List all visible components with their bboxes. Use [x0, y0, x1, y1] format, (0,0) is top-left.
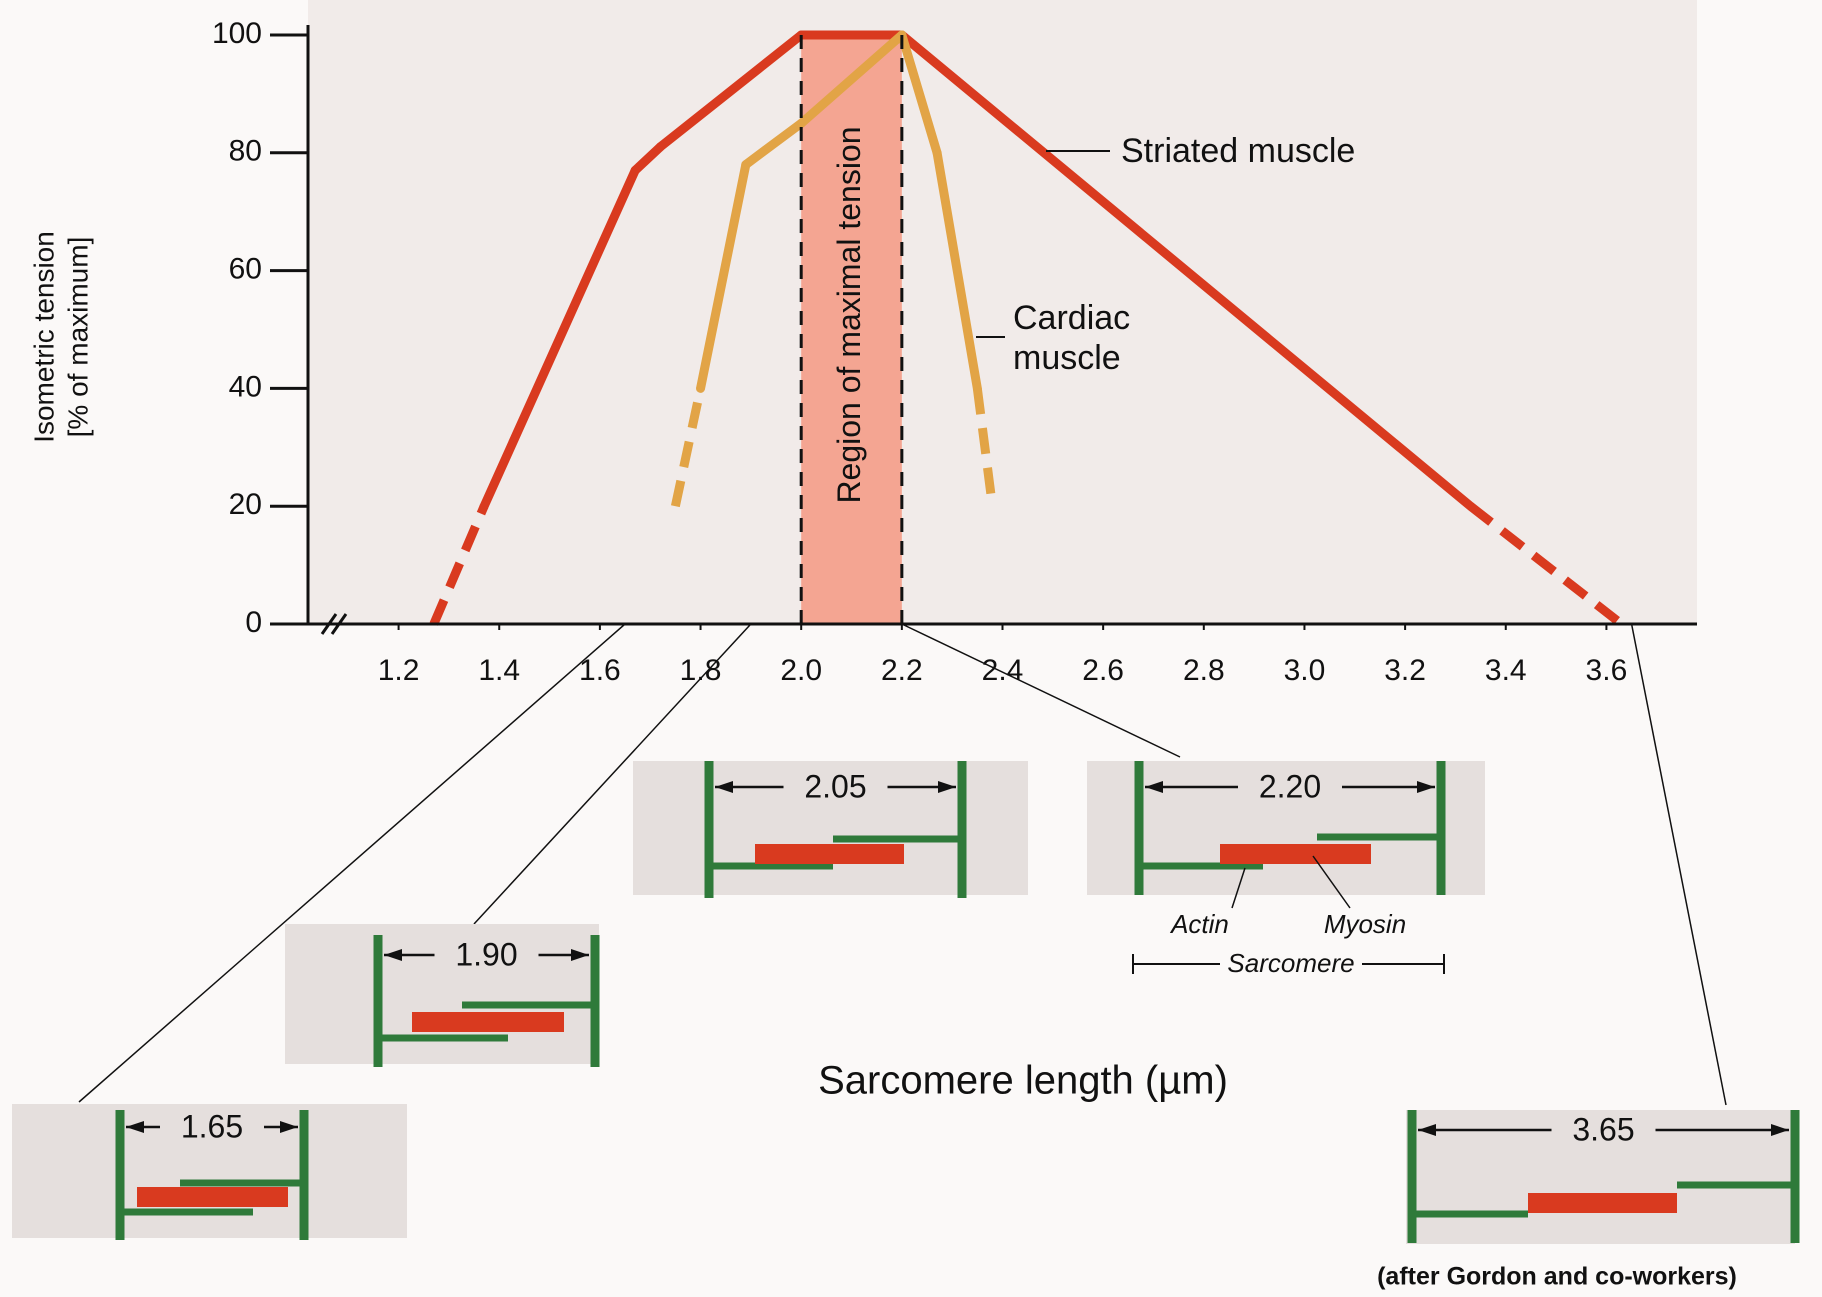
line-segment — [670, 387, 705, 508]
arrow-head — [938, 781, 956, 793]
x-tick-label: 1.2 — [378, 654, 420, 687]
part-label: Actin — [1169, 909, 1229, 939]
line-segment — [429, 504, 489, 626]
y-tick-label: 20 — [229, 488, 262, 521]
arrow-head — [384, 949, 402, 961]
dimension-label: 3.65 — [1572, 1111, 1634, 1147]
x-tick-label: 3.6 — [1586, 654, 1628, 687]
x-tick-label: 2.0 — [780, 654, 822, 687]
diagram-background — [1406, 1110, 1795, 1244]
myosin — [137, 1187, 288, 1207]
plot-background — [308, 0, 1697, 624]
myosin — [755, 844, 904, 864]
line-segment — [741, 118, 806, 170]
series-label-line: Cardiac — [1013, 299, 1130, 337]
arrow-head — [571, 949, 589, 961]
diagram-background — [285, 924, 599, 1064]
x-tick-label: 1.8 — [680, 654, 722, 687]
leader-line — [473, 623, 752, 925]
dimension-label: 2.20 — [1259, 768, 1321, 804]
x-tick-label: 1.4 — [478, 654, 520, 687]
line-segment — [897, 30, 1476, 511]
x-axis-label: Sarcomere length (µm) — [818, 1059, 1228, 1103]
y-tick-label: 80 — [229, 135, 262, 168]
leader-line — [901, 623, 1181, 758]
leader-line — [78, 623, 626, 1103]
x-tick-label: 3.0 — [1284, 654, 1326, 687]
line-segment — [796, 30, 907, 128]
line-segment — [972, 387, 997, 507]
dimension-label: 2.05 — [804, 768, 866, 804]
arrow-head — [280, 1121, 298, 1133]
myosin — [1220, 844, 1371, 864]
line-segment — [630, 142, 665, 175]
part-label: Myosin — [1324, 909, 1406, 939]
y-tick-label: 100 — [212, 17, 262, 50]
arrow-head — [1418, 1124, 1436, 1136]
arrow-head — [1145, 781, 1163, 793]
line-segment — [897, 30, 942, 158]
axis-break — [330, 613, 348, 635]
x-tick-label: 3.4 — [1485, 654, 1527, 687]
y-axis-label: Isometric tension — [28, 231, 59, 443]
myosin — [412, 1012, 564, 1032]
x-tick-label: 2.6 — [1082, 654, 1124, 687]
region-label: Region of maximal tension — [831, 126, 867, 503]
series-label: Cardiac muscle — [1013, 299, 1130, 377]
dimension-label: 1.65 — [181, 1108, 243, 1144]
myosin — [1528, 1193, 1677, 1213]
region-band — [801, 35, 902, 624]
arrow-head — [126, 1121, 144, 1133]
line-segment — [932, 148, 982, 393]
line-segment — [1467, 502, 1625, 628]
arrow-head — [1771, 1124, 1789, 1136]
dimension-label: 1.90 — [455, 936, 517, 972]
y-tick-label: 0 — [245, 606, 262, 639]
y-tick-label: 40 — [229, 370, 262, 403]
part-pointer — [1231, 867, 1246, 909]
part-pointer — [1312, 855, 1351, 909]
y-tick-label: 60 — [229, 253, 262, 286]
arrow-head — [1417, 781, 1435, 793]
line-segment — [696, 160, 751, 393]
arrow-head — [715, 781, 733, 793]
credit: (after Gordon and co-workers) — [1377, 1263, 1737, 1291]
x-tick-label: 2.4 — [982, 654, 1024, 687]
x-tick-label: 2.8 — [1183, 654, 1225, 687]
x-tick-label: 3.2 — [1384, 654, 1426, 687]
x-tick-label: 1.6 — [579, 654, 621, 687]
series-label-line: muscle — [1013, 339, 1121, 377]
axis-break — [320, 613, 338, 635]
x-tick-label: 2.2 — [881, 654, 923, 687]
series-label: Striated muscle — [1121, 132, 1355, 170]
part-label: Sarcomere — [1227, 948, 1354, 978]
line-segment — [655, 30, 806, 152]
y-axis-label: [% of maximum] — [62, 237, 93, 438]
diagram-background — [12, 1104, 407, 1238]
line-segment — [479, 165, 640, 511]
leader-line — [1630, 623, 1727, 1106]
